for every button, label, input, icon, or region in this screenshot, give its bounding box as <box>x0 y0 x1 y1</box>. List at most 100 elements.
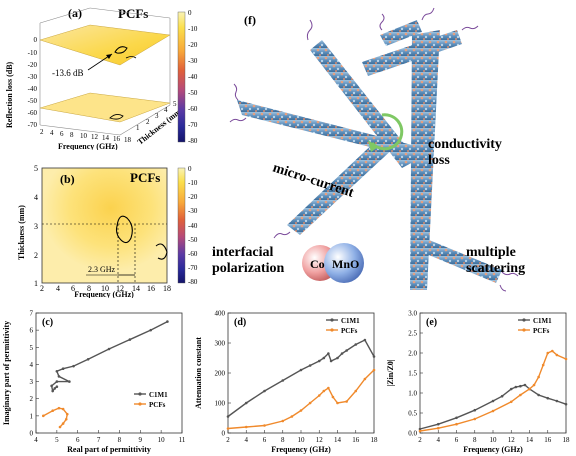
data-point <box>541 363 545 367</box>
legend-label: C1M1 <box>533 317 552 325</box>
a-xtick: 10 <box>80 132 88 140</box>
x-tick-label: 6 <box>263 436 267 444</box>
a-xtick: 18 <box>124 136 132 144</box>
data-point <box>528 387 531 391</box>
y-tick-label: 100 <box>215 400 226 408</box>
x-tick-label: 8 <box>118 436 122 444</box>
x-tick-label: 10 <box>158 436 166 444</box>
y-tick-label: 5 <box>30 344 34 352</box>
legend-marker <box>522 328 526 332</box>
legend-marker <box>330 328 334 332</box>
legend-marker <box>330 318 334 322</box>
em-waves <box>229 7 519 292</box>
svg-text:2: 2 <box>40 284 44 293</box>
y-tick-label: 200 <box>215 370 226 378</box>
data-point <box>363 338 367 342</box>
data-point <box>546 396 550 400</box>
legend-label: PCFs <box>149 401 166 409</box>
a-xtick: 14 <box>102 134 110 142</box>
svg-text:6: 6 <box>71 284 75 293</box>
panel-b-xticks: 2 4 6 8 10 12 14 16 18 <box>40 284 171 293</box>
data-point <box>509 387 513 391</box>
data-point <box>546 351 550 355</box>
data-point <box>564 357 568 361</box>
x-tick-label: 14 <box>334 436 342 444</box>
data-point <box>436 426 440 430</box>
panel-b-title: PCFs <box>130 170 160 185</box>
data-point <box>299 409 303 412</box>
data-point <box>514 385 518 389</box>
x-tick-label: 18 <box>563 436 571 444</box>
a-ytick: -20 <box>28 61 38 69</box>
a-xtick: 6 <box>60 130 64 138</box>
x-axis-label: Frequency (GHz) <box>463 445 523 454</box>
y-axis-label: |Zin/Z0| <box>386 359 395 386</box>
data-point <box>519 384 522 388</box>
data-point <box>51 389 54 393</box>
svg-text:-80: -80 <box>188 278 198 286</box>
data-point <box>55 380 59 383</box>
y-tick-label: 0 <box>30 430 34 438</box>
x-tick-label: 18 <box>371 436 379 444</box>
y-tick-label: 4 <box>30 361 34 369</box>
panel-b-ylabel: Thickness (mm) <box>17 205 26 260</box>
data-point <box>418 429 422 433</box>
panel-a-xlabel: Frequency (GHz) <box>58 142 118 150</box>
y-axis-label: Imaginary part of permittivity <box>2 321 11 425</box>
data-point <box>327 352 330 355</box>
data-point <box>436 422 440 426</box>
panel-d-chart: 2 4 6 8 10 12 14 16 18 0 100 200 300 400 Frequency (GH… <box>194 310 379 455</box>
data-point <box>61 367 65 371</box>
data-point <box>308 401 312 405</box>
y-tick-label: 6 <box>30 327 34 335</box>
data-point <box>61 422 65 425</box>
mno-particle <box>324 243 364 283</box>
y-tick-label: 2 <box>30 395 34 403</box>
a-xtick: 12 <box>91 133 99 141</box>
data-point <box>418 427 422 431</box>
data-point <box>55 369 59 373</box>
data-point <box>509 400 513 404</box>
label-conductivity-loss: conductivity loss <box>428 137 502 168</box>
data-point <box>61 407 65 411</box>
data-point <box>51 409 54 413</box>
data-point <box>244 425 248 429</box>
data-point <box>68 380 71 383</box>
y-tick-label: 0.0 <box>408 430 417 438</box>
data-point <box>86 357 90 361</box>
y-tick-label: 3.0 <box>408 310 417 318</box>
x-tick-label: 4 <box>34 436 38 444</box>
x-tick-label: 16 <box>352 436 360 444</box>
data-point <box>317 359 321 363</box>
data-point <box>329 359 333 363</box>
x-tick-label: 5 <box>55 436 59 444</box>
legend-marker <box>138 402 142 406</box>
data-point <box>491 399 495 403</box>
data-point <box>57 375 61 378</box>
svg-text:3: 3 <box>34 222 38 231</box>
series-line-pcfs <box>419 350 567 432</box>
panel-label: (d) <box>234 317 246 328</box>
x-tick-label: 12 <box>508 436 516 444</box>
data-point <box>263 424 266 427</box>
label-interfacial-polarization: interfacial polarization <box>212 245 285 276</box>
data-point <box>372 368 376 372</box>
data-point <box>491 409 495 413</box>
a-xtick: 16 <box>113 135 121 143</box>
data-point <box>473 417 477 421</box>
data-point <box>55 385 59 389</box>
legend-marker <box>138 392 142 396</box>
panel-a-colorbar-ticks: 0 -10 -20 -30 -40 -50 -60 -70 -80 <box>188 9 198 145</box>
data-point <box>372 355 376 358</box>
svg-text:-50: -50 <box>188 236 198 244</box>
a-ytick: -30 <box>28 73 38 81</box>
a-xtick: 8 <box>70 131 74 139</box>
label-multiple-scattering: multiple scattering <box>466 245 525 276</box>
svg-text:-80: -80 <box>188 137 198 145</box>
svg-text:8: 8 <box>87 284 91 293</box>
mno-label: MnO <box>332 257 359 271</box>
data-point <box>331 395 335 399</box>
panel-label: (c) <box>42 317 53 328</box>
svg-text:12: 12 <box>116 284 124 293</box>
data-point <box>340 352 344 355</box>
